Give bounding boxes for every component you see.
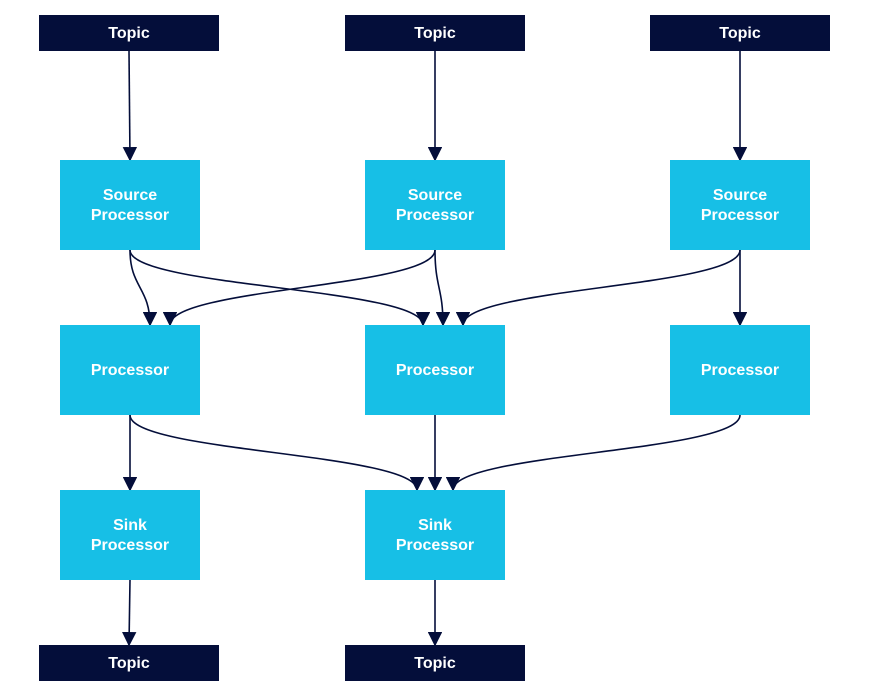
edge-src2-to-proc1 (170, 250, 435, 325)
processor-box (365, 160, 505, 250)
node-label: Processor (396, 362, 474, 379)
node-label: Processor (91, 362, 169, 379)
processor-box (365, 490, 505, 580)
node-label: Processor (91, 207, 169, 224)
node-sink2: Sink Processor (365, 490, 505, 580)
edge-proc1-to-sink2 (130, 415, 417, 490)
node-label: Processor (91, 537, 169, 554)
edge-proc3-to-sink2 (453, 415, 740, 490)
node-label: Sink (113, 517, 147, 534)
node-label: Topic (414, 655, 456, 672)
node-topic_b1: Topic (39, 645, 219, 681)
node-label: Topic (414, 25, 456, 42)
node-label: Processor (701, 207, 779, 224)
node-topic_t3: Topic (650, 15, 830, 51)
topology-diagram: Topic Topic Topic Source Processor Source Proc… (0, 0, 870, 696)
node-src1: Source Processor (60, 160, 200, 250)
edge-topic_t1-to-src1 (129, 51, 130, 160)
node-label: Topic (719, 25, 761, 42)
node-label: Topic (108, 655, 150, 672)
processor-box (60, 160, 200, 250)
edge-src1-to-proc2 (130, 250, 423, 325)
node-sink1: Sink Processor (60, 490, 200, 580)
node-label: Processor (701, 362, 779, 379)
edge-src2-to-proc2 (435, 250, 443, 325)
node-label: Processor (396, 207, 474, 224)
processor-box (670, 160, 810, 250)
node-topic_b2: Topic (345, 645, 525, 681)
node-label: Topic (108, 25, 150, 42)
node-label: Sink (418, 517, 452, 534)
node-label: Source (713, 187, 767, 204)
node-proc3: Processor (670, 325, 810, 415)
edge-sink1-to-topic_b1 (129, 580, 130, 645)
node-src2: Source Processor (365, 160, 505, 250)
node-label: Source (103, 187, 157, 204)
node-label: Source (408, 187, 462, 204)
node-label: Processor (396, 537, 474, 554)
node-topic_t1: Topic (39, 15, 219, 51)
node-proc2: Processor (365, 325, 505, 415)
node-proc1: Processor (60, 325, 200, 415)
edge-src3-to-proc2 (463, 250, 740, 325)
processor-box (60, 490, 200, 580)
node-topic_t2: Topic (345, 15, 525, 51)
node-src3: Source Processor (670, 160, 810, 250)
